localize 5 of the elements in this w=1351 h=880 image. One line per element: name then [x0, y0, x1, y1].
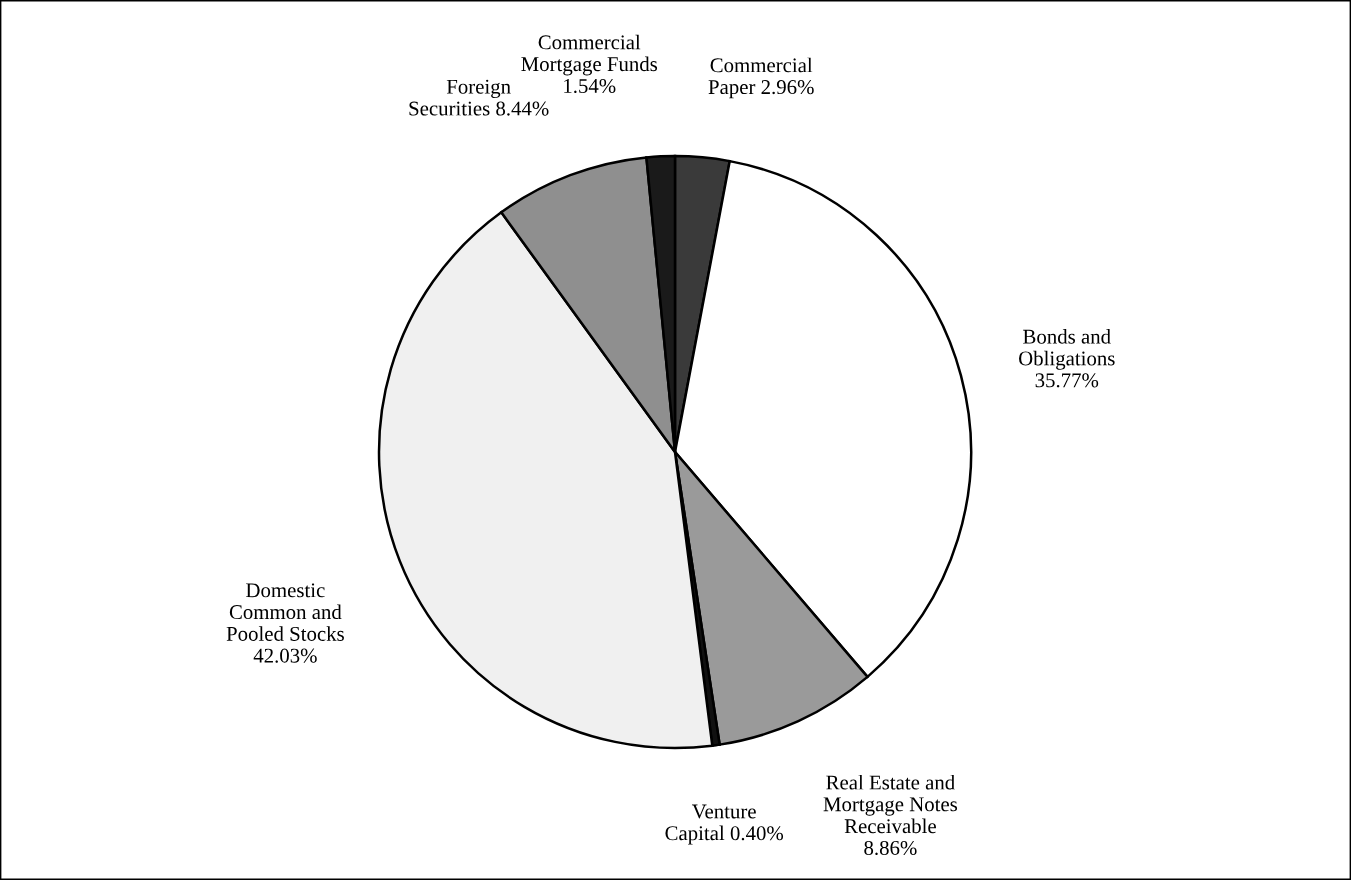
slice-label: Venture Capital 0.40% — [665, 804, 784, 845]
slice-label: Domestic Common and Pooled Stocks 42.03% — [226, 583, 344, 663]
slice-label: Real Estate and Mortgage Notes Receivable 8.86% — [823, 774, 958, 856]
slice-label: Bonds and Obligations 35.77% — [1019, 329, 1115, 388]
slice-label: Commercial Paper 2.96% — [708, 57, 814, 99]
